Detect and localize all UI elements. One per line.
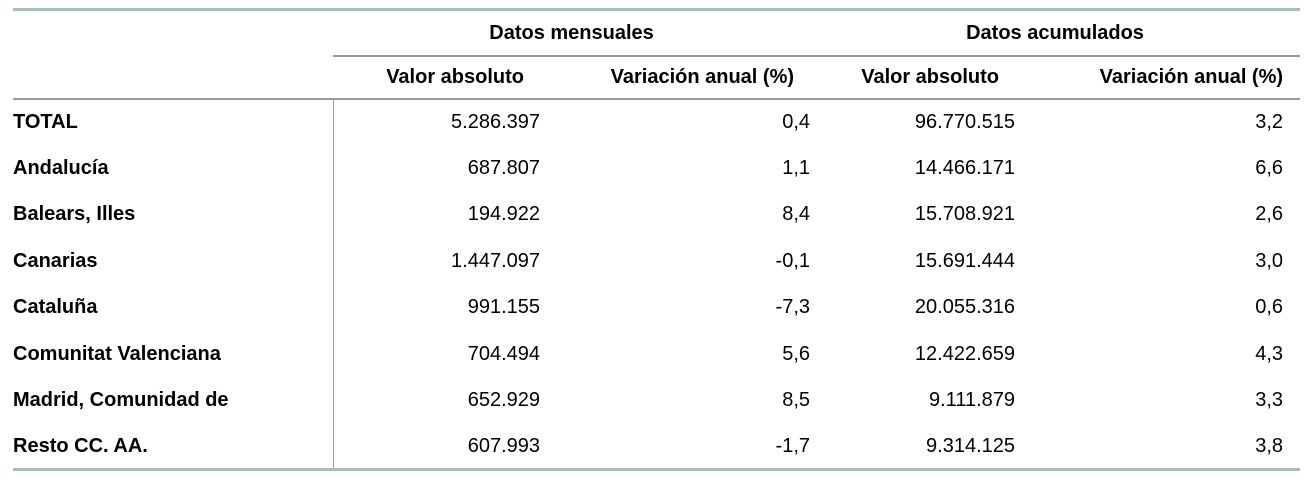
cell-value: 0,6 — [1255, 296, 1284, 319]
cell-value: 1.447.097 — [332, 237, 540, 285]
row-label: Resto CC. AA. — [13, 434, 148, 457]
cell-value: 5,6 — [782, 342, 811, 365]
row-label: Balears, Illes — [13, 203, 136, 226]
cell-value: 2,6 — [1255, 203, 1284, 226]
cell-value: 194.922 — [332, 191, 540, 238]
cell-value: 9.111.879 — [929, 389, 1016, 412]
cell-value: 0,4 — [782, 111, 811, 134]
cell-value: 3,2 — [1255, 111, 1284, 134]
cell-value: 15.708.921 — [914, 203, 1016, 226]
cell-value: -1,7 — [775, 434, 811, 457]
table-row-total: TOTAL 5.286.397 0,4 96.770.515 3,2 — [13, 98, 1300, 145]
cell-value: 4,3 — [1255, 342, 1284, 365]
group-header-accumulated-data: Datos acumulados — [810, 9, 1301, 57]
regional-data-table: Datos mensuales Datos acumulados Valor a… — [13, 8, 1301, 472]
sub-header-row: Valor absoluto Variación anual (%) Valor… — [13, 55, 1301, 100]
cell-value: 9.314.125 — [926, 434, 1016, 457]
col-header-accumulated-annual-variation: Variación anual (%) — [1015, 55, 1301, 100]
cell-value: 8,4 — [782, 203, 811, 226]
cell-value: 1,1 — [782, 157, 811, 180]
row-label: Comunitat Valenciana — [13, 342, 221, 365]
cell-value: 687.807 — [332, 144, 540, 192]
cell-value: 3,8 — [1255, 434, 1284, 457]
cell-value: 3,0 — [1255, 249, 1284, 272]
cell-value: 3,3 — [1255, 389, 1284, 412]
corner-empty-cell — [13, 10, 333, 56]
cell-value: 991.155 — [332, 284, 540, 331]
label-column-header-empty — [13, 55, 333, 100]
cell-value: 652.929 — [332, 376, 540, 424]
table-row-canarias: Canarias 1.447.097 -0,1 15.691.444 3,0 — [13, 237, 1300, 285]
table-row-balears: Balears, Illes 194.922 8,4 15.708.921 2,… — [13, 191, 1300, 238]
table-row-cataluna: Cataluña 991.155 -7,3 20.055.316 0,6 — [13, 284, 1300, 331]
table-row-resto-ccaa: Resto CC. AA. 607.993 -1,7 9.314.125 3,8 — [13, 423, 1300, 470]
cell-value: 96.770.515 — [914, 111, 1016, 134]
cell-value: 6,6 — [1255, 157, 1284, 180]
cell-value: 12.422.659 — [914, 342, 1016, 365]
row-label: Andalucía — [13, 157, 109, 180]
table-row-comunitat-valenciana: Comunitat Valenciana 704.494 5,6 12.422.… — [13, 330, 1300, 377]
col-header-monthly-absolute: Valor absoluto — [333, 55, 540, 100]
row-label: Madrid, Comunidad de — [13, 389, 229, 412]
cell-value: -0,1 — [775, 249, 811, 272]
cell-value: 5.286.397 — [332, 98, 540, 145]
column-group-header-row: Datos mensuales Datos acumulados — [13, 9, 1301, 57]
row-label: TOTAL — [13, 111, 78, 134]
table-row-andalucia: Andalucía 687.807 1,1 14.466.171 6,6 — [13, 144, 1300, 192]
regional-data-table-container: Datos mensuales Datos acumulados Valor a… — [13, 8, 1301, 472]
cell-value: 607.993 — [332, 423, 540, 470]
row-label: Cataluña — [13, 296, 98, 319]
cell-value: 8,5 — [782, 389, 811, 412]
cell-value: -7,3 — [775, 296, 811, 319]
cell-value: 20.055.316 — [914, 296, 1016, 319]
cell-value: 14.466.171 — [914, 157, 1016, 180]
cell-value: 15.691.444 — [914, 249, 1016, 272]
col-header-accumulated-absolute: Valor absoluto — [810, 55, 1016, 100]
group-header-monthly-data: Datos mensuales — [333, 9, 811, 57]
table-row-madrid: Madrid, Comunidad de 652.929 8,5 9.111.8… — [13, 376, 1300, 424]
col-header-monthly-annual-variation: Variación anual (%) — [540, 55, 811, 100]
row-label: Canarias — [13, 249, 98, 272]
cell-value: 704.494 — [332, 330, 540, 377]
